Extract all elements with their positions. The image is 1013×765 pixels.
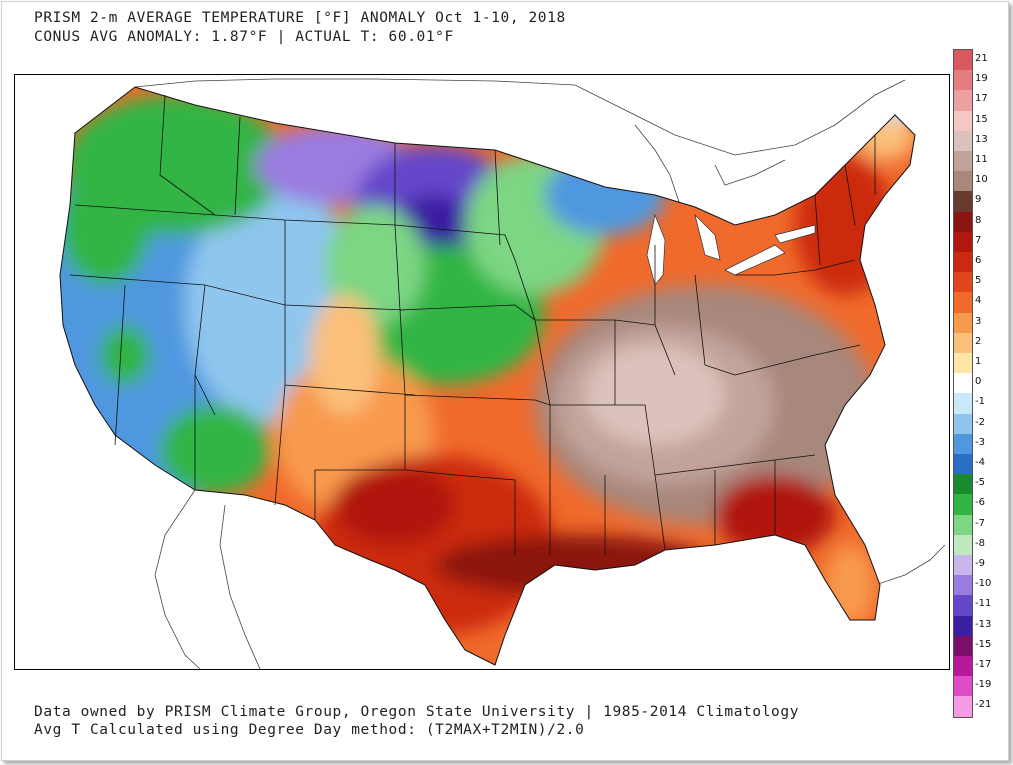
color-scale-swatch — [954, 575, 972, 596]
color-scale-swatch — [954, 130, 972, 152]
color-scale-swatch — [954, 272, 972, 293]
color-scale-label: 4 — [975, 295, 982, 307]
color-scale-swatch — [954, 50, 972, 71]
color-scale-label: 10 — [975, 174, 988, 186]
color-scale-label: 13 — [975, 133, 988, 145]
color-scale-swatch — [954, 454, 972, 475]
method-note: Avg T Calculated using Degree Day method… — [34, 722, 585, 738]
color-scale-swatch — [954, 70, 972, 91]
color-scale-swatch — [954, 90, 972, 112]
color-scale-swatch — [954, 393, 972, 415]
color-scale-swatch — [954, 312, 972, 334]
color-scale-swatch — [954, 353, 972, 374]
color-scale-swatch — [954, 413, 972, 435]
color-scale-label: -13 — [975, 618, 992, 630]
color-scale-label: 1 — [975, 356, 982, 367]
color-scale-label: -2 — [975, 416, 985, 428]
color-scale-bar — [953, 49, 973, 718]
color-scale-swatch — [954, 514, 972, 536]
color-scale-swatch — [954, 433, 972, 455]
color-scale-swatch — [954, 534, 972, 556]
state-borders — [59, 86, 916, 666]
color-scale-label: -8 — [975, 537, 985, 549]
color-scale-label: -6 — [975, 497, 985, 509]
map-canvas — [59, 78, 946, 669]
color-scale-swatch — [954, 676, 972, 697]
color-scale-label: 8 — [975, 214, 982, 226]
color-scale-label: -4 — [975, 457, 985, 468]
color-scale-label: 6 — [975, 255, 982, 266]
color-scale-swatch — [954, 171, 972, 192]
color-scale-label: -21 — [975, 699, 992, 711]
color-scale-label: -3 — [975, 436, 985, 448]
color-scale-label: -15 — [975, 638, 992, 650]
color-scale-swatch — [954, 110, 972, 132]
color-scale-label: 19 — [975, 73, 988, 85]
anomaly-map — [14, 74, 950, 670]
data-credit: Data owned by PRISM Climate Group, Orego… — [34, 704, 800, 720]
color-scale-label: 2 — [975, 335, 982, 347]
color-scale-label: 7 — [975, 234, 982, 246]
color-scale-swatch — [954, 595, 972, 617]
color-scale-label: 0 — [975, 376, 982, 388]
color-scale-label: 3 — [975, 315, 982, 327]
color-scale-swatch — [954, 494, 972, 516]
color-scale-swatch — [954, 635, 972, 657]
color-scale-swatch — [954, 332, 972, 354]
color-scale-label: 9 — [975, 194, 982, 206]
color-scale-label: 17 — [975, 93, 988, 105]
border-outlines — [134, 78, 946, 669]
color-scale-label: 21 — [975, 53, 988, 64]
color-scale-label: -17 — [975, 659, 992, 670]
color-scale-swatch — [954, 252, 972, 273]
color-scale-swatch — [954, 191, 972, 213]
color-scale-label: 15 — [975, 113, 988, 125]
color-scale-label: -7 — [975, 517, 985, 529]
map-subtitle: CONUS AVG ANOMALY: 1.87°F | ACTUAL T: 60… — [34, 29, 454, 45]
map-title: PRISM 2-m AVERAGE TEMPERATURE [°F] ANOMA… — [34, 10, 566, 26]
color-scale-swatch — [954, 656, 972, 677]
color-scale-swatch — [954, 555, 972, 576]
color-scale-swatch — [954, 231, 972, 253]
color-scale-label: 5 — [975, 275, 982, 287]
color-scale-label: -5 — [975, 477, 985, 489]
anomaly-heatmap — [60, 87, 915, 665]
color-scale-label: -11 — [975, 598, 992, 610]
color-scale-swatch — [954, 211, 972, 233]
color-scale-swatch — [954, 474, 972, 495]
color-scale-swatch — [954, 373, 972, 394]
color-scale-swatch — [954, 151, 972, 172]
color-scale-swatch — [954, 292, 972, 314]
color-scale-label: 11 — [975, 154, 988, 165]
color-scale-swatch — [954, 696, 972, 718]
color-scale-swatch — [954, 615, 972, 637]
color-scale-label: -9 — [975, 558, 985, 569]
color-scale-label: -1 — [975, 396, 985, 408]
color-scale-label: -10 — [975, 578, 992, 590]
color-scale-label: -19 — [975, 679, 992, 691]
